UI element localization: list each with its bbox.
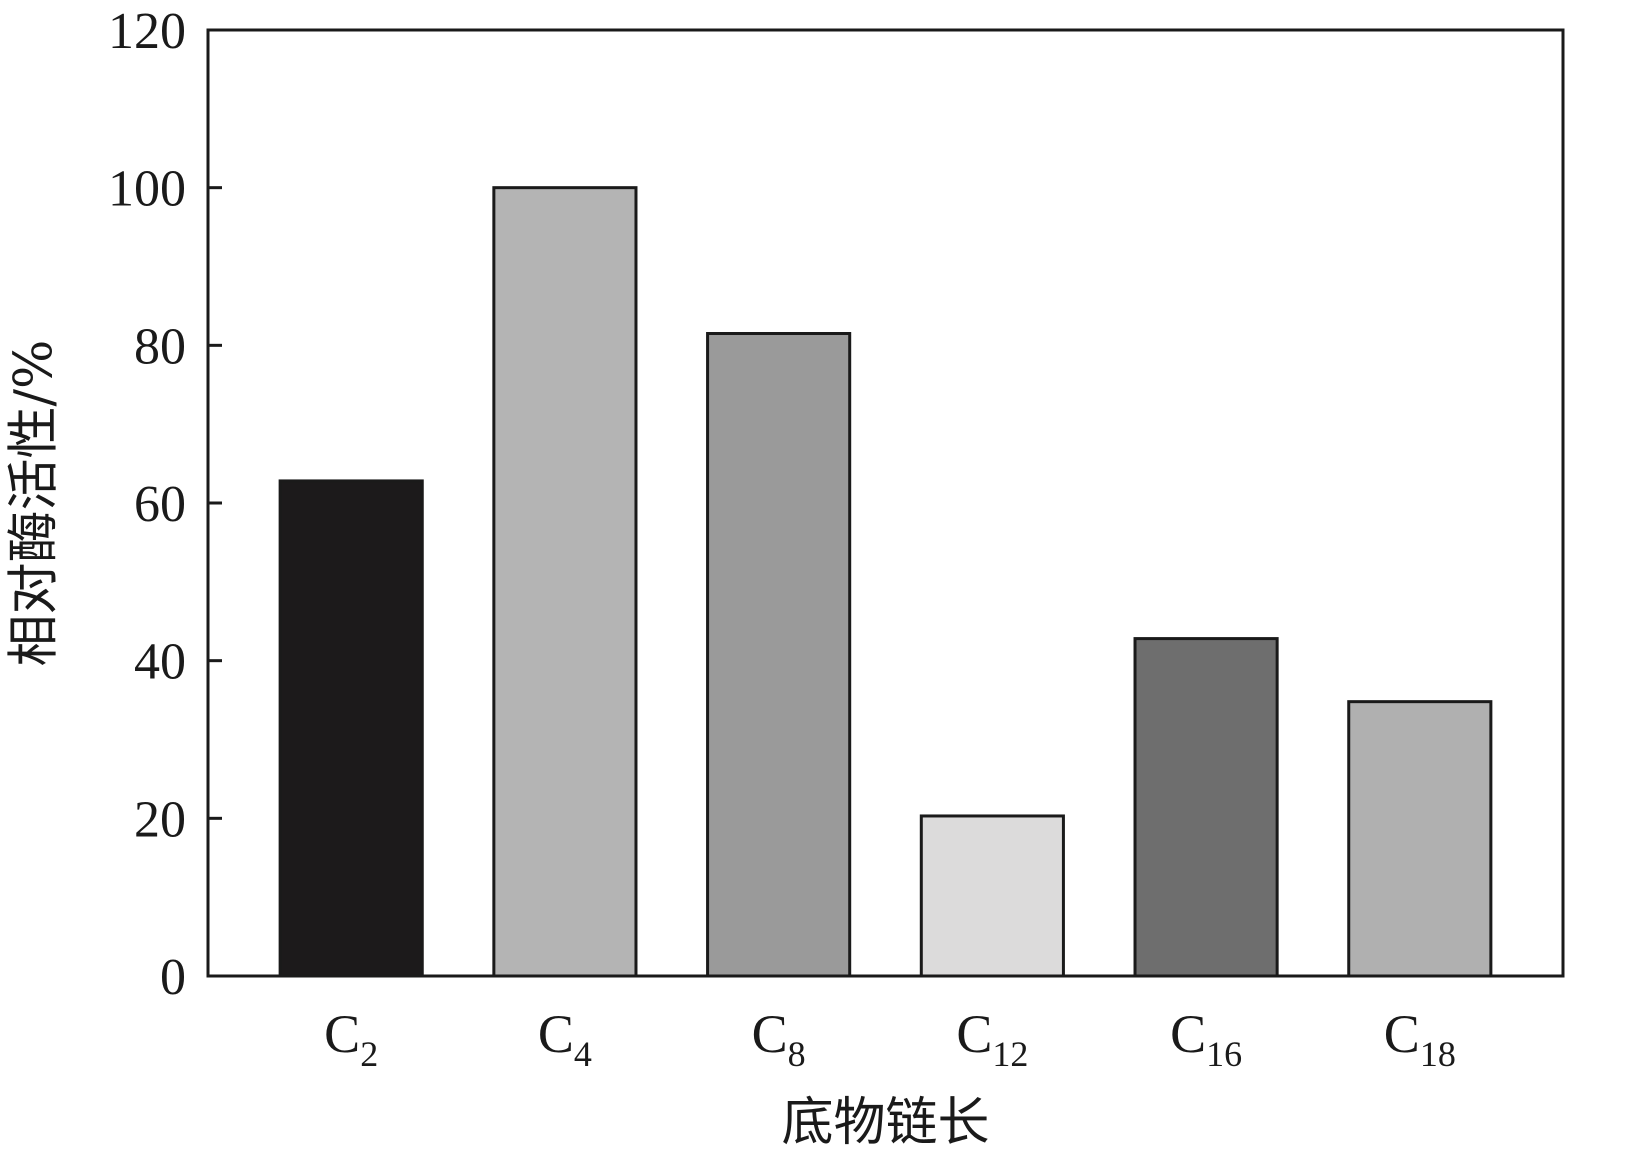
x-tick-label-subscript: 12 [992, 1034, 1028, 1074]
x-tick-label: C16 [1170, 1004, 1242, 1074]
x-tick-label-subscript: 2 [360, 1034, 378, 1074]
x-tick-label-base: C [324, 1004, 360, 1064]
x-tick-label-subscript: 16 [1206, 1034, 1242, 1074]
bar [492, 186, 638, 978]
x-tick-label: C2 [324, 1004, 378, 1074]
plot-frame [206, 28, 1565, 978]
x-tick-label: C18 [1384, 1004, 1456, 1074]
x-tick-label: C12 [956, 1004, 1028, 1074]
y-tick-label: 40 [134, 634, 186, 691]
x-tick-label-base: C [752, 1004, 788, 1064]
bar [1133, 637, 1279, 978]
x-tick-label-subscript: 18 [1420, 1034, 1456, 1074]
x-tick-label: C4 [538, 1004, 592, 1074]
y-tick-label: 100 [108, 161, 186, 218]
y-tick-label: 20 [134, 791, 186, 848]
x-tick-label-base: C [538, 1004, 574, 1064]
x-axis: C2 C4 C8 C12 C16 C18 [324, 1004, 1456, 1074]
x-tick-label-base: C [1384, 1004, 1420, 1064]
y-tick-label: 60 [134, 476, 186, 533]
bar [278, 479, 424, 978]
bar [706, 332, 852, 978]
x-tick-label: C8 [752, 1004, 806, 1074]
x-tick-label-base: C [1170, 1004, 1206, 1064]
y-tick-label: 120 [108, 3, 186, 60]
y-tick-label: 0 [160, 949, 186, 1006]
bar [1347, 700, 1493, 978]
x-tick-label-base: C [956, 1004, 992, 1064]
bars-group [278, 186, 1493, 978]
x-tick-label-subscript: 8 [788, 1034, 806, 1074]
x-axis-title: 底物链长 [781, 1093, 989, 1153]
x-tick-label-subscript: 4 [574, 1034, 592, 1074]
y-axis-title: 相对酶活性/% [5, 340, 65, 667]
y-tick-label: 80 [134, 318, 186, 375]
y-axis: 0 20 40 60 80 100 120 [108, 3, 222, 1006]
bar [919, 814, 1065, 978]
